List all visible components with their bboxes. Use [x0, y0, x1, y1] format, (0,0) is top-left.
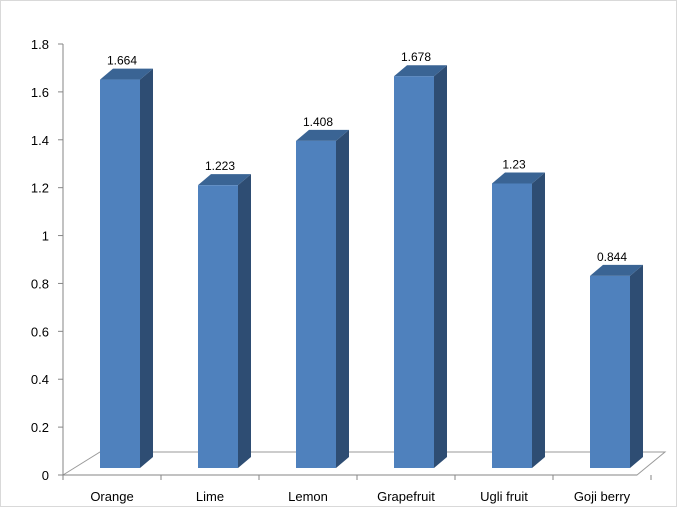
bar-side: [630, 264, 643, 468]
bar-top: [296, 129, 349, 141]
bar-side: [434, 65, 447, 468]
y-tick-label: 0.4: [31, 372, 49, 387]
bar-side: [532, 172, 545, 468]
y-tick-label: 1.6: [31, 85, 49, 100]
bar: [394, 76, 434, 468]
y-tick-label: 1.2: [31, 181, 49, 196]
y-tick-label: 0.2: [31, 420, 49, 435]
x-category-label: Ugli fruit: [480, 489, 528, 504]
chart-axes: [61, 44, 667, 476]
y-tick-label: 1.4: [31, 133, 49, 148]
bar: [198, 185, 238, 469]
bar: [100, 79, 140, 468]
y-tick-label: 0.6: [31, 324, 49, 339]
bar-top: [590, 264, 643, 276]
bar: [590, 275, 630, 468]
bar-top: [394, 65, 447, 77]
bar-top: [492, 172, 545, 184]
data-label: 1.664: [107, 54, 137, 68]
data-label: 1.23: [502, 157, 526, 171]
chart-floor: [61, 451, 667, 476]
x-category-label: Grapefruit: [377, 489, 435, 504]
x-axis-labels: Orange Lime Lemon Grapefruit Ugli fruit Goji …: [90, 489, 630, 504]
bar: [296, 140, 336, 468]
data-label: 0.844: [597, 250, 627, 264]
bar-top: [100, 68, 153, 80]
x-category-label: Goji berry: [574, 489, 631, 504]
x-category-label: Lime: [196, 489, 224, 504]
y-axis-ticks: 0 0.2 0.4 0.6 0.8 1 1.2 1.4 1.6 1.8: [31, 37, 652, 483]
bar: [492, 183, 532, 468]
y-tick-label: 0.8: [31, 276, 49, 291]
data-label: 1.223: [205, 159, 235, 173]
x-category-label: Orange: [90, 489, 133, 504]
x-category-label: Lemon: [288, 489, 328, 504]
bar-side: [336, 129, 349, 468]
y-tick-label: 1.8: [31, 37, 49, 52]
bar-side: [238, 174, 251, 469]
y-tick-label: 1: [42, 229, 49, 244]
data-label: 1.408: [303, 115, 333, 129]
data-labels: 1.664 1.223 1.408 1.678 1.23 0.844: [107, 50, 627, 264]
bar-top: [198, 174, 251, 186]
bar-side: [140, 68, 153, 468]
y-tick-label: 0: [42, 468, 49, 483]
data-label: 1.678: [401, 50, 431, 64]
bar-series: [100, 65, 643, 469]
